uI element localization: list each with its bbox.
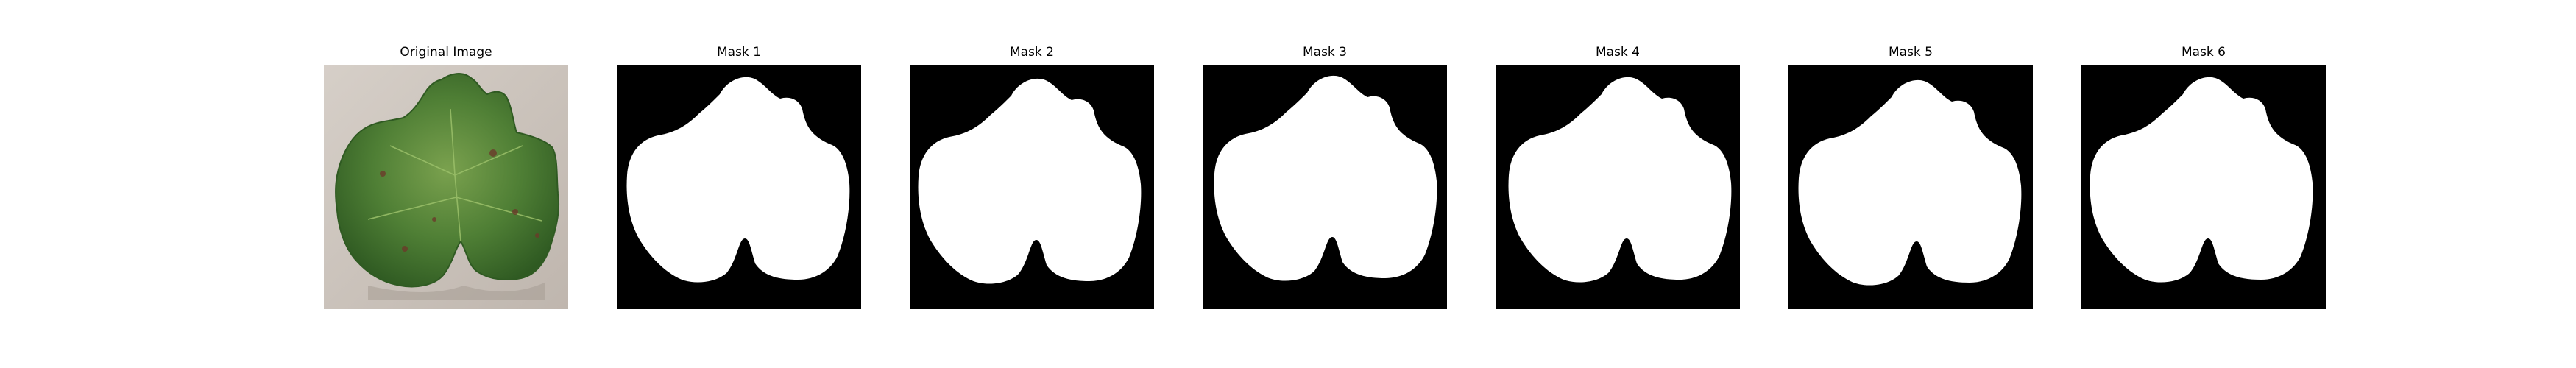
panel-title: Mask 2: [1009, 45, 1054, 60]
mask-foreground: [1508, 77, 1732, 283]
mask-foreground: [2090, 77, 2313, 283]
mask-2-image: [910, 65, 1154, 309]
mask-1-image: [617, 65, 861, 309]
original-leaf-photo: [324, 65, 568, 309]
panel-title: Mask 4: [1595, 45, 1640, 60]
mask-5-image: [1788, 65, 2033, 309]
mask-4-image: [1496, 65, 1740, 309]
panel-title: Mask 1: [716, 45, 761, 60]
mask-6-image: [2081, 65, 2326, 309]
mask-foreground: [918, 78, 1142, 284]
mask-foreground: [626, 77, 850, 283]
leaf: [335, 73, 560, 288]
panel-title: Mask 5: [1888, 45, 1933, 60]
panel-title: Mask 6: [2181, 45, 2226, 60]
panel-title: Original Image: [400, 45, 492, 60]
mask-foreground: [1798, 79, 2022, 286]
leaf-shadow: [368, 283, 545, 300]
leaf-veins: [367, 108, 542, 242]
mask-3-image: [1203, 65, 1447, 309]
leaf-lesions: [380, 149, 539, 252]
panel-title: Mask 3: [1302, 45, 1347, 60]
mask-foreground: [1214, 75, 1437, 281]
